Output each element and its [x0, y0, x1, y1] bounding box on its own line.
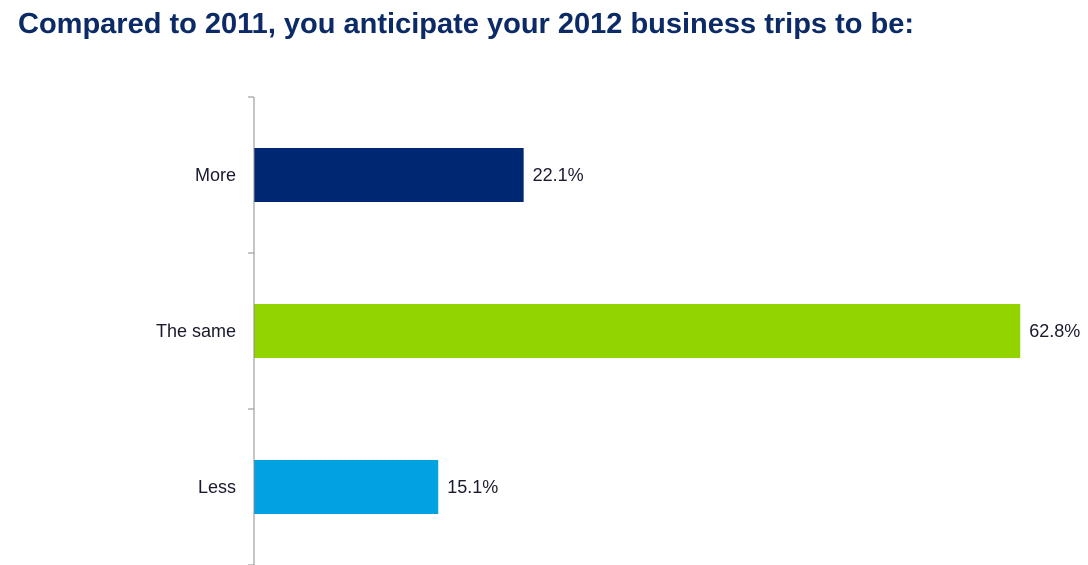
data-label: 15.1% — [447, 477, 498, 497]
bar-less — [254, 460, 439, 514]
bars-layer — [254, 148, 1021, 514]
category-label: More — [195, 165, 236, 185]
data-label: 62.8% — [1029, 321, 1080, 341]
bar-more — [254, 148, 524, 202]
chart-title: Compared to 2011, you anticipate your 20… — [18, 8, 915, 40]
category-label: Less — [198, 477, 236, 497]
category-axis — [248, 96, 255, 565]
bar-the-same — [254, 304, 1021, 358]
data-label: 22.1% — [533, 165, 584, 185]
category-label: The same — [156, 321, 236, 341]
labels-layer: More 22.1% The same 62.8% Less 15.1% — [156, 165, 1080, 497]
